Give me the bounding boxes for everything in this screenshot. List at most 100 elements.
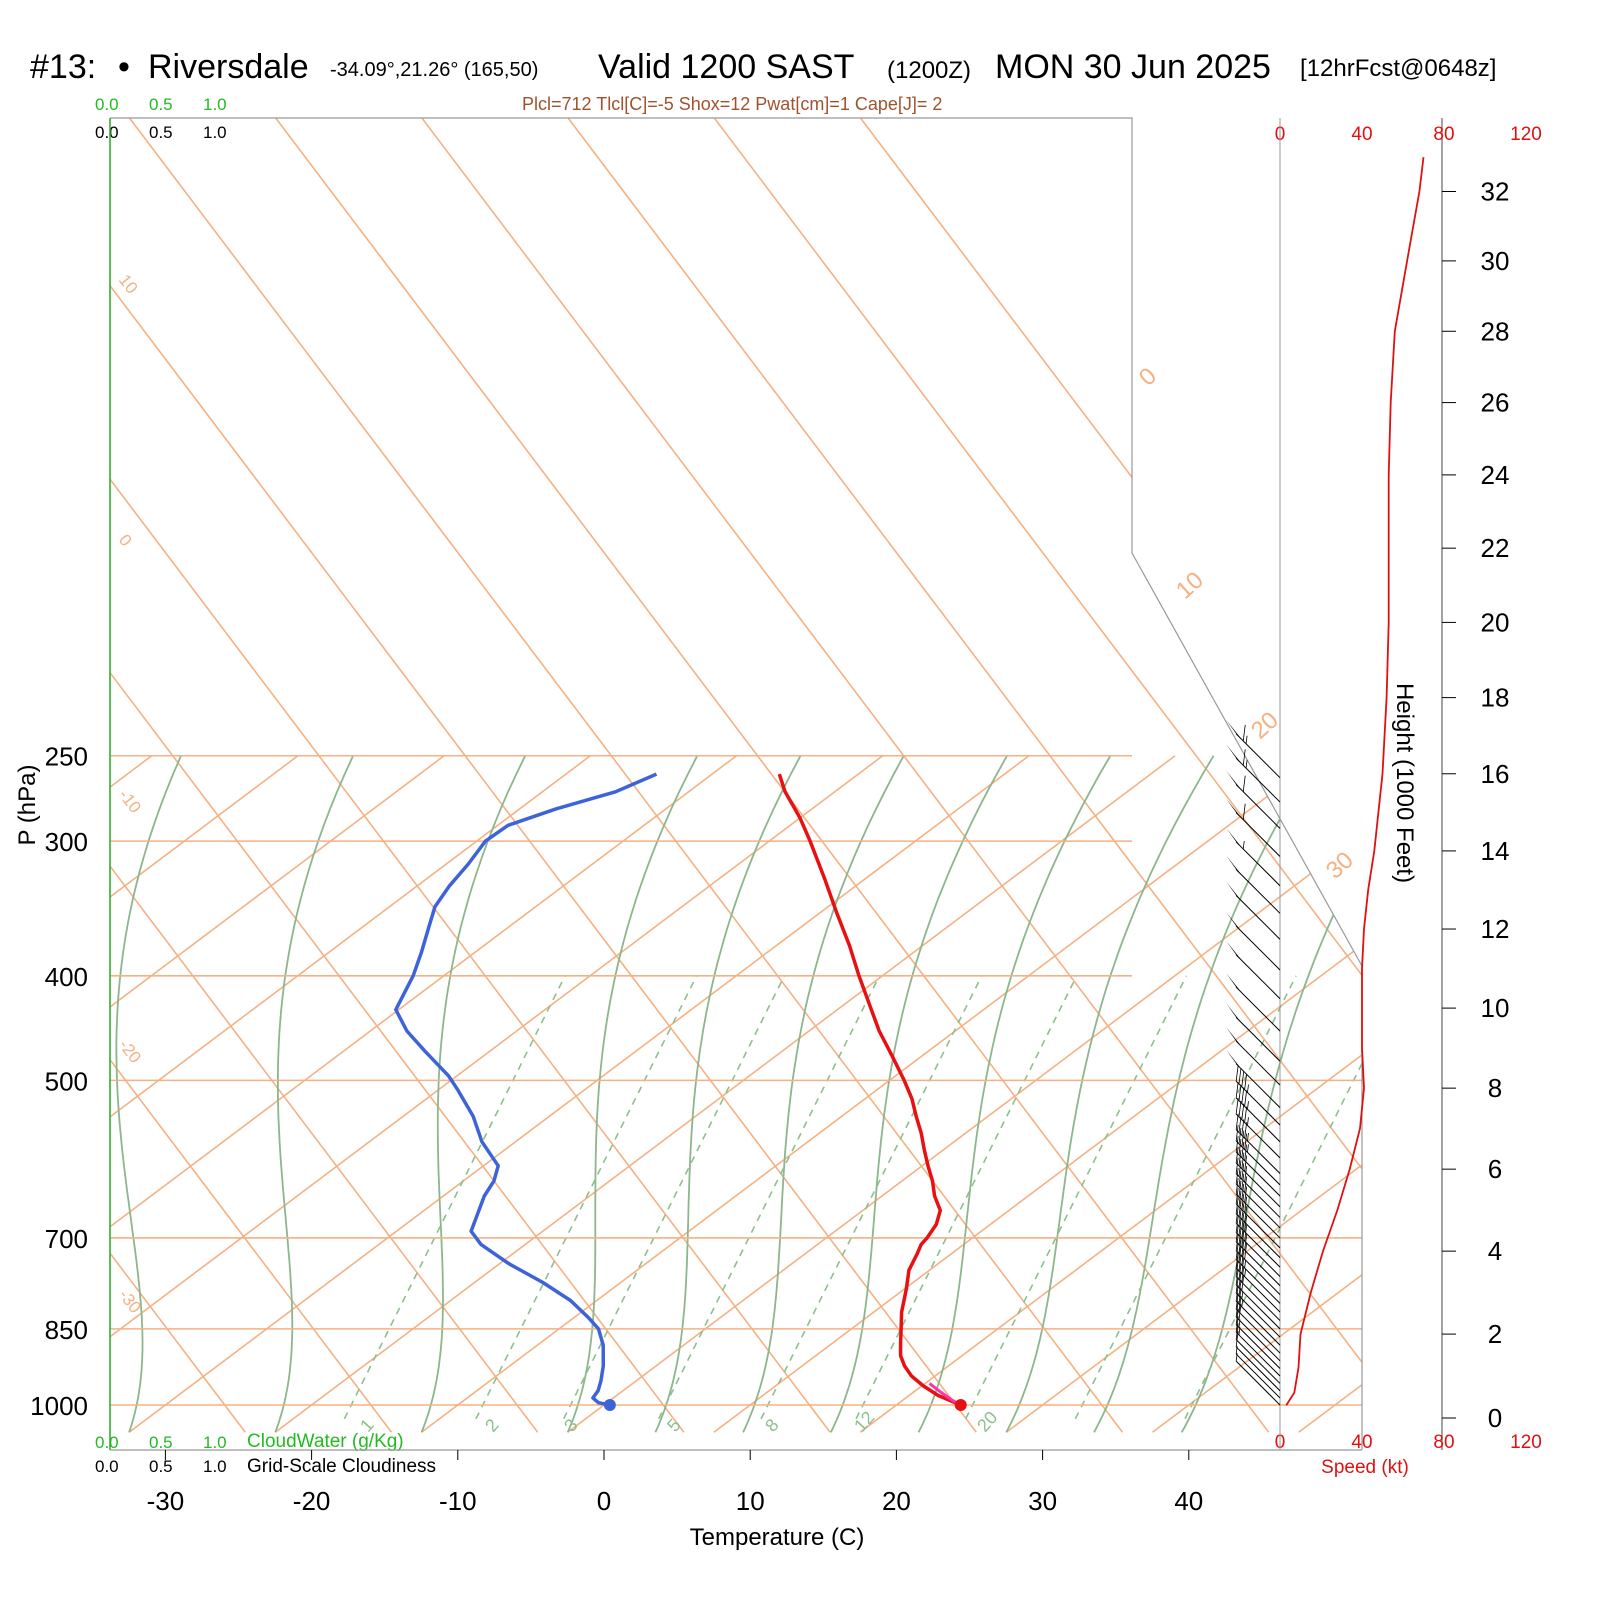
isotherm-line (274, 755, 1176, 1433)
wind-barb (1226, 973, 1281, 1032)
temperature-line (777, 773, 962, 1407)
wind-barb-staff (1235, 1040, 1281, 1086)
wind-barb-staff (1235, 1250, 1281, 1295)
dry-adiabat-line (540, 118, 1362, 1433)
wind-barb (1226, 912, 1281, 971)
wind-barb (1226, 744, 1281, 803)
isotherm-line (1152, 755, 1362, 1433)
isotherm-label: -10 (115, 786, 145, 817)
height-tick-label: 12 (1481, 914, 1510, 944)
background-lines (0, 118, 1362, 1433)
isotherm-label: 0 (115, 531, 136, 550)
speed-tick-label-bottom: 120 (1510, 1432, 1542, 1453)
wind-barb (1226, 719, 1281, 779)
wind-barb-pennant (1226, 1049, 1242, 1070)
mixing-ratio-line (964, 975, 1188, 1420)
height-tick-label: 16 (1481, 759, 1510, 789)
surface-temperature-point (954, 1399, 967, 1411)
wind-barb-feather (1235, 1178, 1239, 1195)
wind-barb-staff (1235, 1017, 1281, 1062)
height-tick-label: 26 (1481, 388, 1510, 418)
wind-barb-pennant (1226, 770, 1242, 791)
wind-barb (1235, 1097, 1281, 1159)
wind-barb (1226, 881, 1281, 940)
mixing-ratio-line (1184, 975, 1362, 1420)
wind-barb (1235, 1157, 1281, 1218)
zulu-time: (1200Z) (887, 57, 971, 84)
wind-barb-staff (1235, 869, 1281, 914)
dry-adiabat-label: 0 (1134, 362, 1162, 391)
wind-barb (1235, 1197, 1281, 1258)
wind-barb (1226, 827, 1281, 887)
isotherm-line (0, 756, 6, 1433)
wind-barb (1235, 1124, 1281, 1186)
dry-adiabat-line (110, 118, 539, 1433)
wind-barb-feather (1242, 803, 1246, 820)
x-tick-label: -30 (147, 1486, 185, 1516)
black-scale-bottom-2: 1.0 (203, 1457, 227, 1476)
surface-dewpoint-point (603, 1399, 616, 1411)
wind-barb-staff (1235, 1140, 1281, 1186)
wind-barb-feather (1241, 1141, 1245, 1158)
isotherm-line (110, 755, 299, 1433)
height-tick-label: 6 (1488, 1154, 1502, 1184)
wind-barb (1235, 1146, 1281, 1208)
isotherm-line (110, 755, 591, 1433)
wind-barb (1226, 770, 1281, 829)
speed-tick-label-bottom: 80 (1433, 1432, 1454, 1453)
wind-barb (1235, 1065, 1281, 1126)
dry-adiabat-line (248, 118, 1270, 1433)
wind-barb-feather (1241, 1183, 1245, 1200)
parcel-line (928, 1382, 962, 1407)
wind-barb-feather (1242, 775, 1246, 792)
wind-barb-pennant (1226, 973, 1242, 993)
wind-barb-staff (1235, 1276, 1281, 1321)
wind-barb-half-feather (1247, 1132, 1249, 1142)
wind-barb-feather (1241, 1103, 1245, 1120)
x-tick-label: 10 (736, 1486, 765, 1516)
wind-barb-feather (1238, 1127, 1242, 1144)
wind-barb (1235, 1178, 1281, 1239)
black-scale-bottom-1: 0.5 (149, 1457, 173, 1476)
wind-barb-feather (1238, 1160, 1242, 1177)
dry-adiabat-line (110, 118, 1124, 1433)
wind-barb-pennant (1226, 1003, 1242, 1024)
wind-barb-feather (1241, 1203, 1245, 1220)
height-tick-label: 32 (1481, 177, 1510, 207)
wind-barb (1235, 1113, 1281, 1174)
wind-barb-feather (1238, 1200, 1242, 1217)
wind-barb-feather (1244, 1166, 1248, 1183)
wind-barb-feather (1238, 1138, 1242, 1156)
isotherm-line (1005, 755, 1362, 1433)
wind-barb-half-feather (1247, 1144, 1249, 1153)
wind-barb-staff (1235, 1346, 1281, 1392)
x-tick-label: 0 (597, 1486, 611, 1516)
wind-barb-staff (1235, 1222, 1281, 1268)
x-axis-title: Temperature (C) (690, 1524, 865, 1551)
dry-adiabat-label: 10 (1171, 567, 1209, 605)
x-tick-label: -10 (439, 1486, 477, 1516)
wind-barb-staff (1235, 1324, 1281, 1369)
wind-barb-half-feather (1244, 1260, 1247, 1269)
wind-barb-pennant (1226, 1027, 1242, 1047)
wind-barb-feather (1238, 1149, 1242, 1166)
mixing-ratio-line (760, 975, 983, 1420)
wind-barb-half-feather (1245, 760, 1248, 769)
wind-barb-staff (1235, 1292, 1281, 1338)
pressure-tick-label: 400 (45, 962, 88, 992)
wind-barb-staff (1235, 1193, 1281, 1239)
wind-barb-feather (1238, 1084, 1242, 1101)
black-scale-2: 1.0 (203, 123, 227, 142)
height-tick-label: 0 (1488, 1403, 1502, 1433)
wind-barb-feather (1238, 1180, 1242, 1197)
wind-barb-staff (1235, 1339, 1281, 1384)
wind-barb-staff (1235, 895, 1281, 940)
isotherm-label: -20 (115, 1036, 145, 1067)
wind-barb-staff (1235, 1173, 1281, 1218)
wind-barb-feather (1244, 1133, 1248, 1150)
black-scale-bottom-0: 0.0 (95, 1457, 119, 1476)
moist-adiabat-line (274, 755, 354, 1433)
dry-adiabat-line (110, 118, 393, 1433)
cloudiness-label: Grid-Scale Cloudiness (247, 1456, 436, 1477)
